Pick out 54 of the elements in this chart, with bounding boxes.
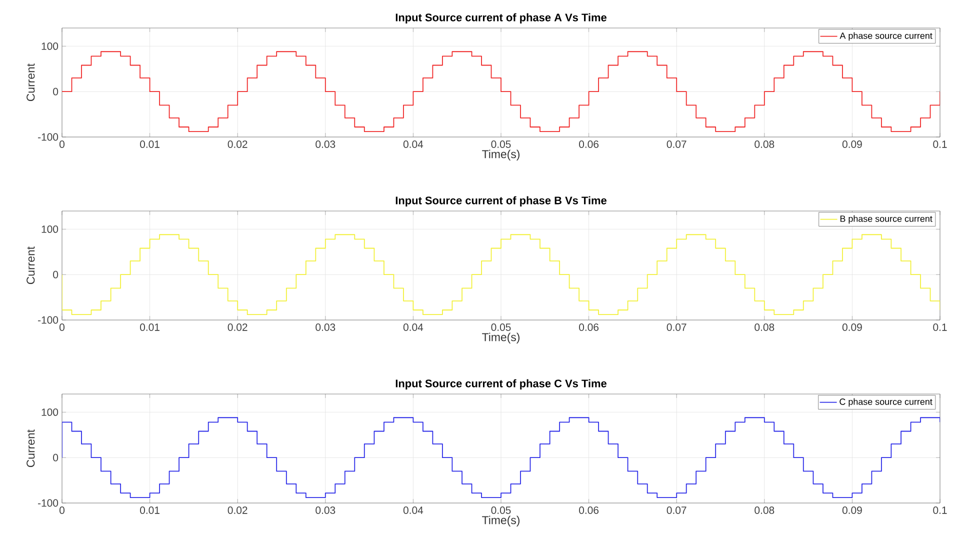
x-tick-label: 0.09 bbox=[842, 140, 862, 148]
x-tick-label: 0.05 bbox=[491, 324, 511, 331]
legend-label: C phase source current bbox=[840, 398, 932, 407]
x-tick-label: 0.02 bbox=[228, 324, 248, 331]
x-tick-label: 0.06 bbox=[579, 506, 599, 514]
x-tick-label: 0.08 bbox=[754, 140, 774, 148]
x-tick-label: 0.1 bbox=[933, 506, 947, 514]
x-tick-label: 0 bbox=[59, 506, 64, 514]
x-axis-title: Time(s) bbox=[482, 150, 520, 160]
y-tick-label: -100 bbox=[38, 316, 58, 324]
y-tick-label: -100 bbox=[38, 499, 58, 507]
x-tick-label: 0 bbox=[59, 140, 64, 148]
y-axis-title: Current bbox=[26, 430, 35, 468]
x-tick-label: 0.01 bbox=[140, 506, 160, 514]
x-tick-label: 0.03 bbox=[316, 506, 336, 514]
x-tick-label: 0.04 bbox=[403, 140, 424, 148]
x-axis-title: Time(s) bbox=[482, 332, 520, 344]
y-axis-title: Current bbox=[26, 246, 35, 284]
y-tick-label: 0 bbox=[53, 454, 58, 462]
x-tick-label: 0.02 bbox=[228, 140, 248, 148]
legend-label: B phase source current bbox=[840, 215, 932, 224]
x-tick-label: 0.01 bbox=[140, 324, 160, 331]
y-tick-label: 0 bbox=[53, 88, 58, 96]
chart-title: Input Source current of phase A Vs Time bbox=[396, 13, 606, 24]
x-tick-label: 0.05 bbox=[491, 506, 511, 514]
x-tick-label: 0.04 bbox=[403, 506, 424, 514]
y-tick-label: 100 bbox=[42, 225, 58, 233]
x-tick-label: 0.07 bbox=[666, 140, 686, 148]
x-axis-title: Time(s) bbox=[482, 516, 520, 526]
x-tick-label: 0 bbox=[59, 324, 64, 331]
x-tick-label: 0.03 bbox=[316, 140, 336, 148]
x-tick-label: 0.08 bbox=[754, 506, 774, 514]
y-axis-title: Current bbox=[26, 63, 35, 102]
y-tick-label: 0 bbox=[53, 270, 58, 278]
x-tick-label: 0.09 bbox=[842, 324, 862, 331]
chart-title: Input Source current of phase C Vs Time bbox=[396, 379, 606, 390]
x-tick-label: 0.06 bbox=[579, 140, 599, 148]
x-tick-label: 0.05 bbox=[491, 140, 511, 148]
x-tick-label: 0.02 bbox=[228, 506, 248, 514]
x-tick-label: 0.07 bbox=[666, 324, 686, 331]
chart-title: Input Source current of phase B Vs Time bbox=[396, 196, 606, 206]
legend-label: A phase source current bbox=[840, 32, 932, 41]
x-tick-label: 0.04 bbox=[403, 324, 424, 331]
x-tick-label: 0.06 bbox=[579, 324, 599, 331]
y-tick-label: 100 bbox=[42, 42, 58, 50]
y-tick-label: -100 bbox=[38, 133, 58, 141]
x-tick-label: 0.1 bbox=[933, 140, 947, 148]
x-tick-label: 0.08 bbox=[754, 324, 774, 331]
x-tick-label: 0.07 bbox=[666, 506, 686, 514]
y-tick-label: 100 bbox=[42, 408, 58, 416]
x-tick-label: 0.1 bbox=[933, 324, 947, 331]
x-tick-label: 0.03 bbox=[316, 324, 336, 331]
x-tick-label: 0.01 bbox=[140, 140, 160, 148]
x-tick-label: 0.09 bbox=[842, 506, 862, 514]
